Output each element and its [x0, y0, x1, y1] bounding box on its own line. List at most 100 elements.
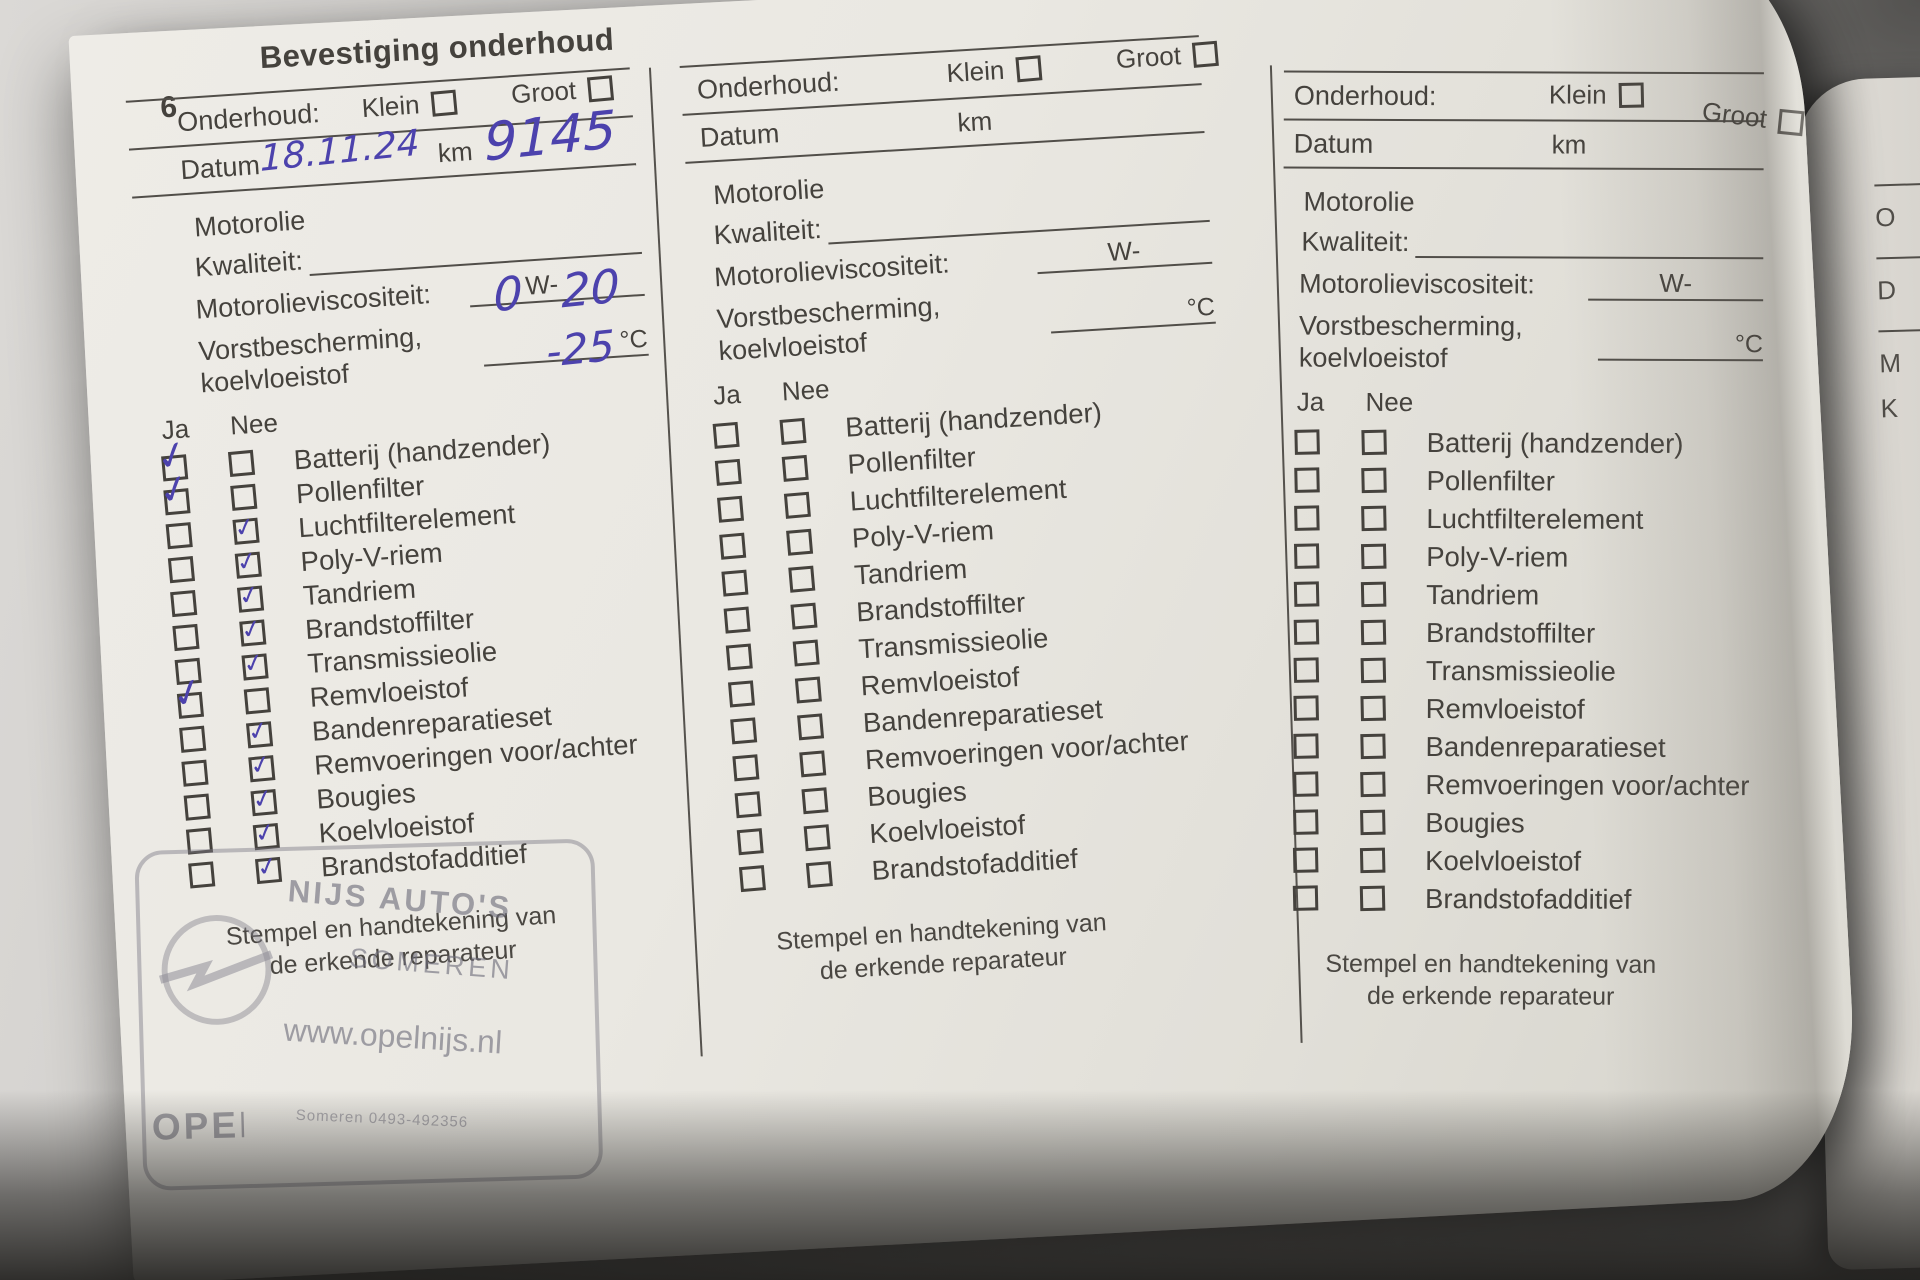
- ja-checkbox: [172, 624, 200, 652]
- groot-checkbox: [1777, 108, 1805, 137]
- checkmark: ✓: [246, 748, 274, 782]
- ja-checkbox: [712, 421, 740, 449]
- ja-header: Ja: [1296, 386, 1325, 417]
- vorstbescherming-row: Vorstbescherming, koelvloeistof °C: [1299, 310, 1764, 376]
- ja-checkbox: [181, 759, 209, 788]
- datum-label: Datum: [699, 118, 781, 153]
- nee-checkbox: [788, 565, 816, 593]
- checklist-item-label: Brandstoffilter: [1425, 616, 1596, 649]
- onderhoud-row: Onderhoud: Klein Groot: [1284, 73, 1805, 137]
- vorst-fill-line: °C: [1597, 310, 1764, 362]
- kwaliteit-label: Kwaliteit:: [1301, 226, 1410, 258]
- ja-checkbox: [714, 458, 742, 486]
- kwaliteit-row: Kwaliteit:: [1301, 218, 1764, 260]
- stamp-instruction: Stempel en handtekening van de erkende r…: [1281, 947, 1701, 1013]
- nee-checkbox: [797, 713, 825, 741]
- vorstbescherming-line2: koelvloeistof: [1298, 343, 1448, 374]
- nee-header: Nee: [229, 407, 279, 441]
- ja-checkbox: [167, 556, 196, 584]
- checklist-row: Pollenfilter: [1282, 461, 1762, 501]
- ja-checkbox: [1292, 885, 1319, 912]
- klein-label: Klein: [1548, 79, 1607, 110]
- onderhoud-label: Onderhoud:: [176, 98, 321, 138]
- checklist-item-label: Transmissieolie: [1425, 654, 1616, 687]
- ja-checkbox: [721, 569, 749, 597]
- checklist-item-label: Batterij (handzender): [1426, 426, 1684, 459]
- ja-checkbox: [736, 827, 764, 855]
- groot-checkbox: [1191, 40, 1219, 68]
- checklist-row: Remvoeringen voor/achter: [1281, 765, 1761, 805]
- nee-checkbox: [230, 484, 258, 512]
- onderhoud-label: Onderhoud:: [696, 66, 841, 105]
- nee-checkbox: [1361, 505, 1387, 532]
- ja-checkbox: [1293, 733, 1319, 760]
- nee-checkbox: [1360, 695, 1386, 722]
- ja-checkbox: [1294, 467, 1320, 494]
- ja-checkbox: [719, 532, 747, 560]
- maintenance-record-left: Onderhoud: Klein Groot Datum 18.11.24 km…: [125, 67, 689, 1192]
- ja-checkbox: [727, 680, 755, 708]
- nee-checkbox: [801, 787, 829, 815]
- checklist-row: Bougies: [1281, 803, 1761, 843]
- nee-checkbox: [794, 676, 822, 704]
- ja-checkbox: ✓: [166, 668, 209, 720]
- checklist: Batterij (handzender) Pollenfilter Lucht…: [701, 387, 1249, 898]
- klein-checkbox: [1618, 82, 1644, 109]
- viscosity-value-handwritten: 20: [561, 257, 621, 318]
- checklist: ✓ Batterij (handzender) ✓ Pollenfilter ✓: [149, 419, 682, 893]
- viscosity-unit-label: W-: [1659, 267, 1693, 298]
- stamp-phone: Someren 0493-492356: [295, 1106, 469, 1131]
- checklist-row: Transmissieolie: [1282, 651, 1762, 691]
- datum-row: Datum km: [1284, 121, 1764, 169]
- nee-checkbox: ✓: [236, 579, 265, 613]
- nee-header: Nee: [1365, 386, 1414, 417]
- nee-checkbox: [1360, 581, 1387, 608]
- ja-checkbox: [1294, 429, 1320, 456]
- nee-checkbox: ✓: [233, 545, 262, 580]
- ja-checkbox: [723, 606, 751, 634]
- vorst-fill-line: °C: [1048, 273, 1216, 334]
- dealer-stamp: NIJS AUTO'S SOMEREN www.opelnijs.nl OPEL…: [134, 838, 604, 1192]
- nee-checkbox: [1360, 771, 1386, 798]
- datum-label: Datum: [179, 150, 261, 186]
- ja-checkbox: [1293, 695, 1319, 722]
- ja-checkbox: [730, 717, 758, 745]
- checklist-item-label: Poly-V-riem: [1426, 540, 1569, 573]
- km-label: km: [956, 105, 993, 138]
- checklist-item-label: Koelvloeistof: [1425, 844, 1582, 877]
- ja-checkbox: [732, 754, 760, 782]
- nee-checkbox: [1360, 657, 1387, 684]
- celsius-label: °C: [618, 324, 649, 355]
- nee-checkbox: ✓: [245, 715, 274, 749]
- nee-checkbox: [792, 639, 820, 667]
- kwaliteit-fill-line: [1415, 218, 1764, 260]
- klein-label: Klein: [945, 54, 1006, 89]
- klein-option: Klein: [1549, 79, 1644, 110]
- ja-checkbox: [1293, 771, 1319, 798]
- nee-checkbox: [783, 491, 811, 519]
- nee-checkbox: ✓: [247, 749, 276, 783]
- next-page-letter: M: [1878, 347, 1902, 379]
- celsius-label: °C: [1734, 330, 1764, 359]
- klein-checkbox: [1015, 55, 1043, 83]
- checklist-item-label: Bougies: [866, 775, 968, 813]
- ja-header: Ja: [712, 378, 742, 411]
- next-page-rule: [1876, 255, 1920, 260]
- nee-checkbox: [1359, 885, 1386, 912]
- groot-checkbox: [586, 75, 615, 103]
- checkmark: ✓: [249, 782, 277, 816]
- page-title: Bevestiging onderhoud: [258, 21, 615, 76]
- checklist-row: Remvloeistof: [1282, 689, 1762, 729]
- onderhoud-label: Onderhoud:: [1293, 80, 1437, 112]
- checklist-item-label: Remvoeringen voor/achter: [1425, 768, 1750, 801]
- nee-checkbox: [1360, 733, 1386, 760]
- vorstbescherming-label: Vorstbescherming, koelvloeistof: [1299, 310, 1523, 376]
- checkmark: ✓: [233, 545, 261, 579]
- checklist-item-label: Pollenfilter: [1426, 464, 1555, 497]
- nee-checkbox: ✓: [238, 613, 267, 647]
- stamp-instruction-line1: Stempel en handtekening van: [1325, 949, 1657, 979]
- checklist-row: Bandenreparatieset: [1282, 727, 1762, 767]
- checkmark: ✓: [240, 646, 268, 680]
- service-booklet-page: 6 Bevestiging onderhoud Onderhoud: Klein…: [68, 0, 1862, 1280]
